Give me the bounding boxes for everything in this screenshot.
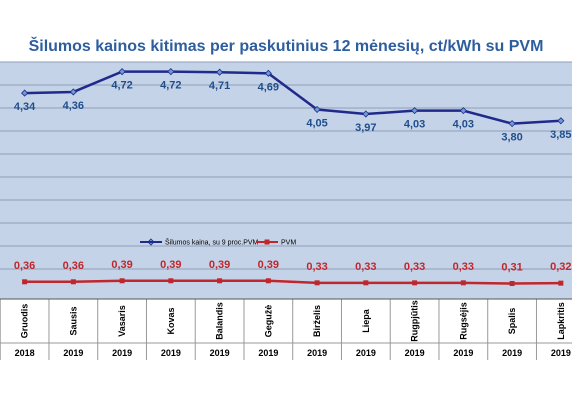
month-label: Birželis (312, 305, 322, 337)
month-label: Rugsėjis (458, 302, 468, 340)
data-point (22, 279, 28, 285)
legend-label-pvm: PVM (281, 240, 296, 247)
data-label: 0,36 (14, 260, 35, 272)
data-label: 0,31 (501, 262, 522, 274)
year-label: 2019 (210, 348, 230, 358)
data-point (119, 278, 125, 284)
data-label: 0,39 (111, 259, 132, 271)
data-point (460, 280, 466, 286)
year-label: 2019 (502, 348, 522, 358)
data-label: 0,33 (453, 261, 474, 273)
month-label: Sausis (68, 306, 78, 335)
data-label: 3,80 (501, 132, 522, 144)
data-label: 4,72 (160, 80, 181, 92)
data-label: 4,69 (258, 81, 279, 93)
month-label: Rugpjūtis (410, 300, 420, 342)
month-label: Lapkritis (556, 302, 566, 340)
month-label: Vasaris (117, 305, 127, 337)
data-label: 0,39 (258, 259, 279, 271)
year-label: 2019 (356, 348, 376, 358)
data-label: 0,33 (355, 261, 376, 273)
data-label: 4,71 (209, 80, 230, 92)
data-point (69, 88, 77, 96)
year-label: 2019 (453, 348, 473, 358)
data-point (363, 280, 369, 286)
data-label: 4,03 (404, 119, 425, 131)
category-gridlines (0, 299, 537, 360)
data-label: 0,33 (404, 261, 425, 273)
series-group: 4,34 4,36 4,72 4,72 4,71 4,69 4,05 3,97 4,03 4,03… (14, 68, 572, 286)
data-label: 4,72 (111, 80, 132, 92)
year-label: 2019 (63, 348, 83, 358)
data-point (167, 68, 175, 76)
data-label: 0,39 (209, 259, 230, 271)
legend: Šilumos kaina, su 9 proc.PVM PVM (140, 238, 296, 247)
series-line (24, 70, 561, 125)
data-label: 4,03 (453, 119, 474, 131)
data-point (216, 68, 224, 76)
year-label: 2018 (15, 348, 35, 358)
legend-label-price: Šilumos kaina, su 9 proc.PVM (165, 238, 259, 247)
year-label: 2019 (161, 348, 181, 358)
data-point (362, 110, 370, 118)
month-label: Gegužė (263, 305, 273, 338)
data-point (459, 107, 467, 115)
year-label: 2019 (405, 348, 425, 358)
chart-title: Šilumos kainos kitimas per paskutinius 1… (28, 38, 544, 55)
data-point (70, 279, 76, 285)
data-point (264, 69, 272, 77)
data-label: 3,97 (355, 122, 376, 134)
data-label: 3,85 (550, 129, 571, 141)
data-point (217, 278, 223, 284)
month-label: Balandis (215, 302, 225, 340)
data-label: 0,32 (550, 261, 571, 273)
data-point (168, 278, 174, 284)
data-point (265, 278, 271, 284)
year-label: 2019 (307, 348, 327, 358)
data-point (412, 280, 418, 286)
year-label: 2019 (551, 348, 571, 358)
month-label: Gruodis (20, 304, 30, 339)
series-line (24, 279, 561, 285)
x-axis-labels: Gruodis 2018 Sausis 2019 Vasaris 2019 Kovas 201… (0, 298, 572, 358)
data-point (313, 105, 321, 114)
data-label: 0,36 (63, 260, 84, 272)
plot-area (0, 62, 572, 299)
data-label: 0,33 (306, 261, 327, 273)
month-label: Kovas (166, 307, 176, 334)
data-point (558, 280, 564, 286)
data-label: 4,34 (14, 101, 36, 113)
data-point (21, 89, 29, 97)
year-label: 2019 (112, 348, 132, 358)
data-point (508, 120, 516, 128)
data-point (411, 107, 419, 115)
data-label: 4,36 (63, 100, 84, 112)
data-point (509, 281, 515, 286)
data-point (557, 117, 565, 125)
year-label: 2019 (258, 348, 278, 358)
month-label: Liepa (361, 308, 371, 333)
data-point (118, 68, 126, 76)
data-label: 0,39 (160, 259, 181, 271)
data-point (314, 280, 320, 286)
month-label: Spalis (507, 308, 517, 335)
data-label: 4,05 (306, 117, 327, 129)
